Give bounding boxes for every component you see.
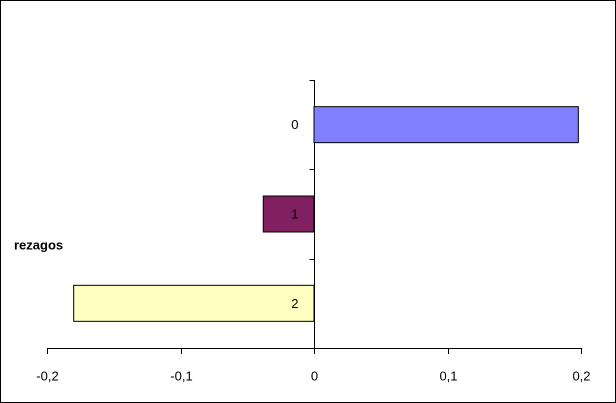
x-tick-label: -0,2 — [36, 368, 58, 383]
bar — [73, 284, 315, 322]
y-tick-label: 1 — [291, 206, 298, 221]
x-tick-label: -0,1 — [170, 368, 192, 383]
x-tick-label: 0,2 — [572, 368, 590, 383]
y-tick-label: 2 — [291, 296, 298, 311]
bar — [262, 195, 315, 233]
x-tick-label: 0 — [311, 368, 318, 383]
x-tick-label: 0,1 — [439, 368, 457, 383]
bar — [313, 106, 579, 144]
y-axis-label: rezagos — [14, 237, 63, 252]
y-tick-label: 0 — [291, 117, 298, 132]
